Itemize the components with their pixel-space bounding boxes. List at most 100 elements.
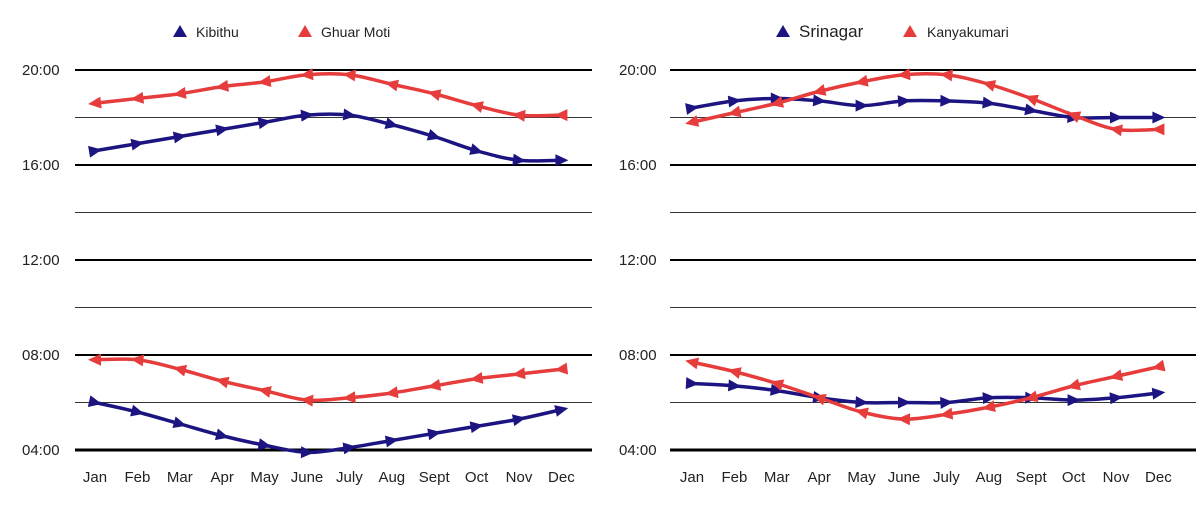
data-point: [130, 138, 145, 151]
x-tick-label: Feb: [721, 469, 747, 486]
legend-label: Srinagar: [799, 22, 864, 41]
data-point: [384, 117, 399, 129]
data-point: [426, 128, 441, 141]
series-ghuar-moti-sunset: [88, 68, 568, 122]
legend-marker-icon: [173, 25, 187, 37]
gridlines: [75, 69, 592, 452]
data-point: [257, 117, 272, 130]
data-point: [512, 109, 526, 122]
data-point: [512, 367, 526, 380]
series-line: [93, 71, 564, 118]
data-point: [1152, 111, 1166, 124]
data-point: [982, 80, 997, 92]
data-point: [300, 394, 314, 407]
data-point: [982, 96, 996, 109]
data-point: [855, 99, 869, 112]
data-point: [215, 79, 229, 92]
legend-item-kibithu: Kibithu: [173, 24, 239, 40]
data-point: [342, 442, 357, 455]
y-tick-label: 08:00: [22, 347, 60, 364]
data-point: [982, 392, 996, 405]
series-ghuar-moti-sunrise: [88, 353, 569, 407]
data-point: [770, 92, 784, 105]
x-axis-ticks: Jan Feb Mar Apr May June July Aug Sept Oct Nov Dec: [83, 469, 575, 486]
legend-label: Kanyakumari: [927, 24, 1009, 40]
data-point: [1109, 369, 1124, 381]
data-point: [727, 367, 742, 379]
data-point: [257, 386, 272, 398]
x-tick-label: Jan: [83, 469, 107, 486]
x-tick-label: Dec: [1145, 469, 1172, 486]
data-point: [1110, 111, 1123, 124]
series-line: [93, 400, 564, 455]
data-point: [812, 84, 827, 96]
x-tick-label: Oct: [465, 469, 489, 486]
data-point: [554, 405, 569, 417]
legend: Kibithu Ghuar Moti: [173, 24, 390, 40]
data-point: [88, 145, 102, 158]
data-point: [554, 362, 569, 375]
y-tick-label: 20:00: [22, 62, 60, 79]
data-point: [898, 396, 911, 409]
x-tick-label: Mar: [764, 469, 790, 486]
data-point: [172, 86, 187, 99]
data-point: [342, 69, 357, 82]
data-point: [855, 396, 869, 409]
chart-panel-srinagar-kanyakumari: 04:00 08:00 12:00 16:00 20:00 Jan Feb Mar Apr May…: [619, 22, 1196, 486]
data-point: [981, 400, 996, 412]
data-point: [427, 89, 442, 102]
data-point: [1109, 392, 1123, 405]
data-point: [939, 69, 954, 82]
data-point: [512, 153, 526, 166]
legend-item-kanyakumari: Kanyakumari: [903, 24, 1009, 40]
x-tick-label: Apr: [808, 469, 831, 486]
data-point: [1109, 124, 1123, 137]
y-tick-label: 04:00: [22, 442, 60, 459]
x-tick-label: Sept: [1016, 469, 1048, 486]
series-kibithu-sunrise: [87, 395, 569, 459]
data-point: [342, 391, 356, 404]
y-tick-label: 12:00: [619, 252, 657, 269]
series-kanyakumari-sunrise: [685, 357, 1166, 426]
x-tick-label: Oct: [1062, 469, 1086, 486]
data-point: [685, 103, 699, 115]
x-tick-label: Dec: [548, 469, 575, 486]
data-point: [897, 95, 911, 108]
y-axis-ticks: 04:00 08:00 12:00 16:00 20:00: [22, 62, 60, 459]
legend-item-ghuar-moti: Ghuar Moti: [298, 24, 390, 40]
data-point: [1067, 394, 1081, 407]
series-kibithu-sunset: [88, 108, 569, 167]
data-point: [897, 413, 911, 426]
x-tick-label: May: [847, 469, 876, 486]
data-point: [939, 407, 954, 420]
y-tick-label: 12:00: [22, 252, 60, 269]
gridlines: [670, 69, 1196, 452]
legend-label: Ghuar Moti: [321, 24, 390, 40]
series-line: [93, 112, 564, 163]
x-tick-label: Feb: [124, 469, 150, 486]
data-point: [770, 379, 785, 392]
data-point: [770, 95, 785, 108]
x-tick-label: Mar: [167, 469, 193, 486]
x-axis-ticks: Jan Feb Mar Apr May June July Aug Sept Oct Nov Dec: [680, 469, 1172, 486]
data-point: [257, 438, 272, 450]
y-tick-label: 08:00: [619, 347, 657, 364]
data-point: [1024, 94, 1039, 107]
legend-marker-icon: [776, 25, 790, 37]
data-point: [130, 354, 145, 367]
data-point: [1024, 103, 1039, 116]
data-point: [300, 109, 314, 122]
data-point: [1151, 387, 1166, 400]
data-point: [1151, 359, 1166, 372]
data-point: [300, 68, 314, 81]
data-point: [940, 396, 954, 409]
data-point: [469, 143, 484, 155]
x-tick-label: Sept: [419, 469, 451, 486]
legend-item-srinagar: Srinagar: [776, 22, 864, 41]
legend-marker-icon: [903, 25, 917, 37]
x-tick-label: Nov: [1103, 469, 1130, 486]
data-point: [685, 357, 700, 370]
data-point: [469, 101, 484, 113]
legend-label: Kibithu: [196, 24, 239, 40]
